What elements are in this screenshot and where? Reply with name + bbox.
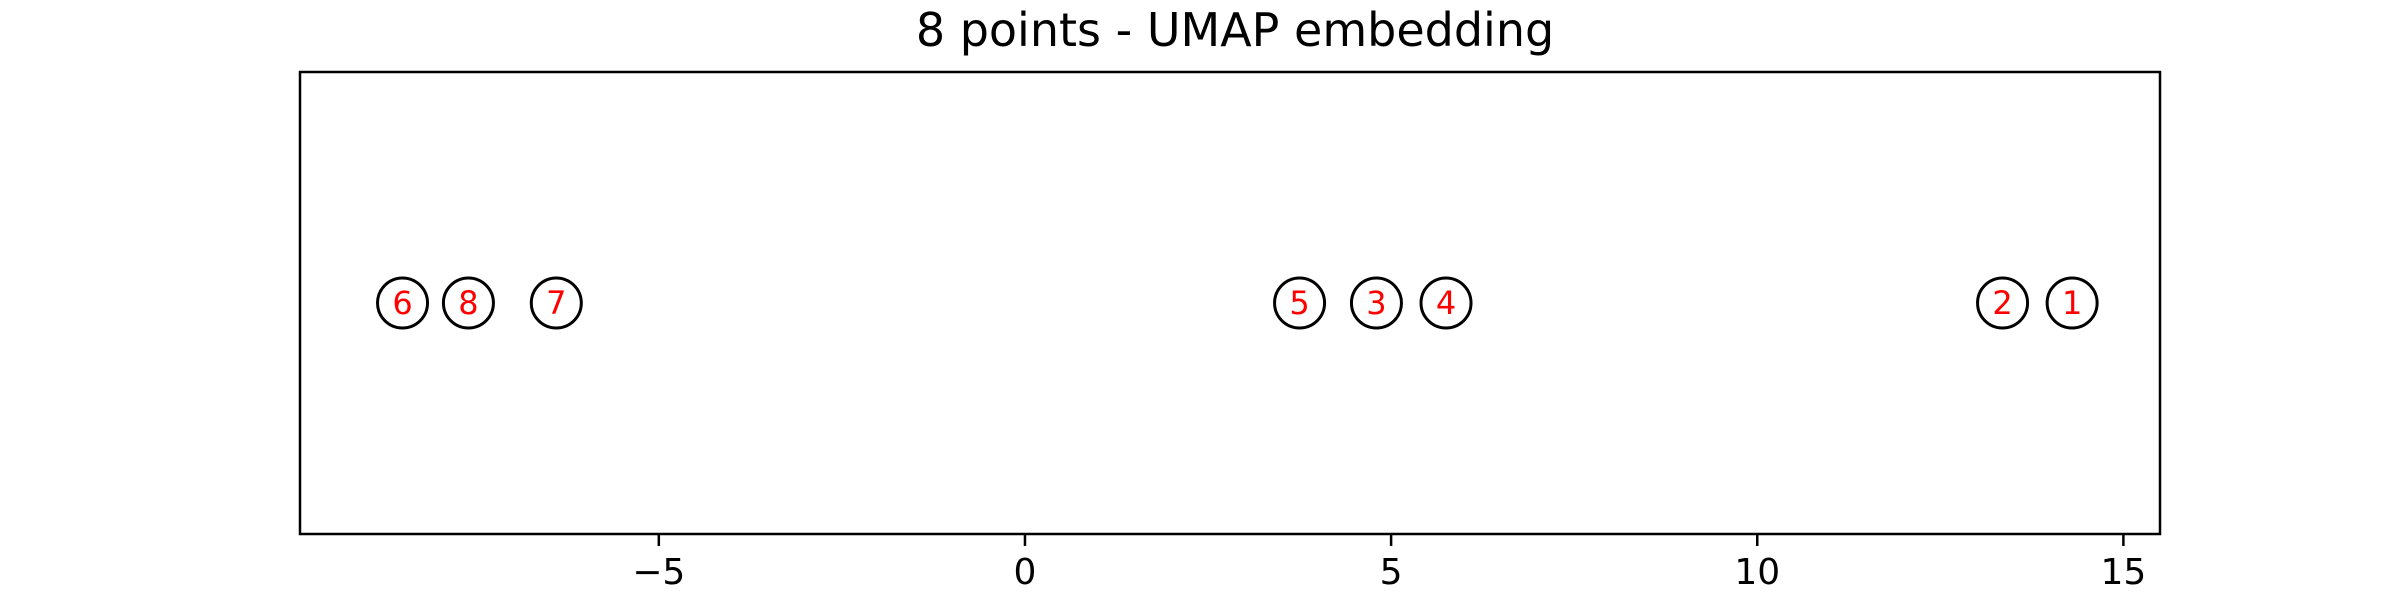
data-point: 5 xyxy=(1273,276,1327,330)
x-tick-label: 15 xyxy=(2100,552,2146,593)
point-marker xyxy=(1976,276,2030,330)
data-point: 2 xyxy=(1976,276,2030,330)
point-marker xyxy=(376,276,430,330)
point-label: 5 xyxy=(1289,284,1309,322)
point-marker xyxy=(1419,276,1473,330)
point-label: 2 xyxy=(1992,284,2012,322)
data-points: 1 2 3 4 5 6 7 8 xyxy=(376,276,2099,330)
data-point: 6 xyxy=(376,276,430,330)
data-point: 8 xyxy=(441,276,495,330)
data-point: 1 xyxy=(2045,276,2099,330)
point-label: 6 xyxy=(392,284,412,322)
point-label: 1 xyxy=(2062,284,2082,322)
point-label: 4 xyxy=(1436,284,1456,322)
x-tick-label: 0 xyxy=(1014,552,1037,593)
data-point: 7 xyxy=(529,276,583,330)
point-marker xyxy=(529,276,583,330)
x-tick-label: 5 xyxy=(1380,552,1403,593)
chart-title: 8 points - UMAP embedding xyxy=(916,3,1554,57)
point-label: 8 xyxy=(458,284,478,322)
plot-area-frame xyxy=(298,70,2162,536)
point-label: 3 xyxy=(1366,284,1386,322)
point-marker xyxy=(2045,276,2099,330)
point-marker xyxy=(441,276,495,330)
point-marker xyxy=(1273,276,1327,330)
x-tick-label: 10 xyxy=(1734,552,1780,593)
x-tick-label: −5 xyxy=(632,552,685,593)
point-marker xyxy=(1349,276,1403,330)
data-point: 4 xyxy=(1419,276,1473,330)
point-label: 7 xyxy=(546,284,566,322)
data-point: 3 xyxy=(1349,276,1403,330)
x-axis: −5 0 5 10 15 xyxy=(632,534,2146,593)
